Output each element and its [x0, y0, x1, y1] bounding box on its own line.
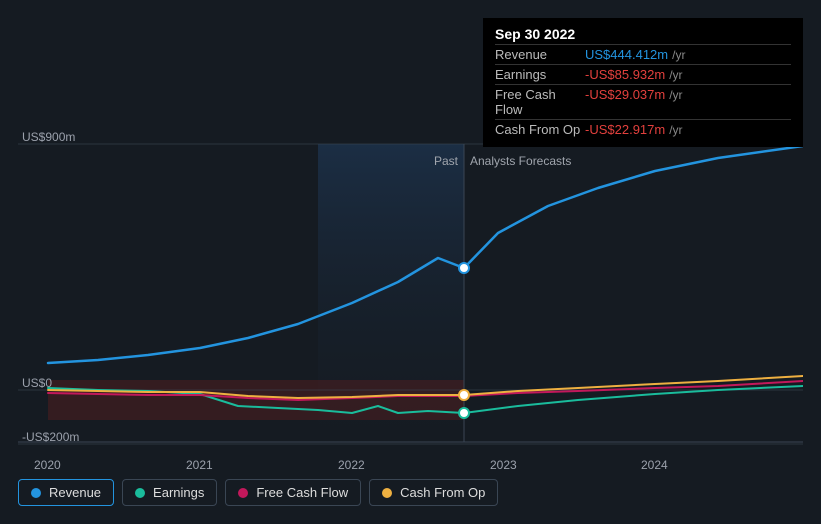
legend-label: Cash From Op [400, 485, 485, 500]
tooltip-metric-value: -US$29.037m [585, 87, 665, 102]
legend-label: Earnings [153, 485, 204, 500]
x-tick-label: 2020 [34, 458, 61, 472]
y-tick-label: US$900m [22, 130, 75, 144]
data-tooltip: Sep 30 2022 RevenueUS$444.412m/yrEarning… [483, 18, 803, 147]
tooltip-metric-label: Revenue [495, 47, 585, 62]
marker-cfo [459, 390, 469, 400]
legend-swatch [31, 488, 41, 498]
tooltip-metric-label: Earnings [495, 67, 585, 82]
x-tick-label: 2024 [641, 458, 668, 472]
legend-item-fcf[interactable]: Free Cash Flow [225, 479, 361, 506]
x-tick-label: 2021 [186, 458, 213, 472]
legend-item-cfo[interactable]: Cash From Op [369, 479, 498, 506]
marker-earnings [459, 408, 469, 418]
legend-item-revenue[interactable]: Revenue [18, 479, 114, 506]
tooltip-unit: /yr [669, 68, 682, 82]
tooltip-metric-value: US$444.412m [585, 47, 668, 62]
tooltip-row: Free Cash Flow-US$29.037m/yr [495, 84, 791, 119]
tooltip-row: RevenueUS$444.412m/yr [495, 44, 791, 64]
tooltip-date: Sep 30 2022 [495, 26, 791, 44]
y-tick-label: -US$200m [22, 430, 79, 444]
tooltip-metric-label: Cash From Op [495, 122, 585, 137]
legend-label: Revenue [49, 485, 101, 500]
legend-item-earnings[interactable]: Earnings [122, 479, 217, 506]
x-tick-label: 2023 [490, 458, 517, 472]
tooltip-unit: /yr [669, 123, 682, 137]
tooltip-row: Earnings-US$85.932m/yr [495, 64, 791, 84]
tooltip-unit: /yr [669, 88, 682, 102]
legend-swatch [238, 488, 248, 498]
legend-swatch [382, 488, 392, 498]
legend-label: Free Cash Flow [256, 485, 348, 500]
legend-swatch [135, 488, 145, 498]
tooltip-unit: /yr [672, 48, 685, 62]
tooltip-metric-value: -US$22.917m [585, 122, 665, 137]
marker-revenue [459, 263, 469, 273]
past-region-label: Past [434, 154, 458, 168]
tooltip-metric-value: -US$85.932m [585, 67, 665, 82]
tooltip-row: Cash From Op-US$22.917m/yr [495, 119, 791, 139]
y-tick-label: US$0 [22, 376, 52, 390]
tooltip-metric-label: Free Cash Flow [495, 87, 585, 117]
x-tick-label: 2022 [338, 458, 365, 472]
chart-legend: Revenue Earnings Free Cash Flow Cash From O… [18, 479, 498, 506]
forecast-region-label: Analysts Forecasts [470, 154, 571, 168]
